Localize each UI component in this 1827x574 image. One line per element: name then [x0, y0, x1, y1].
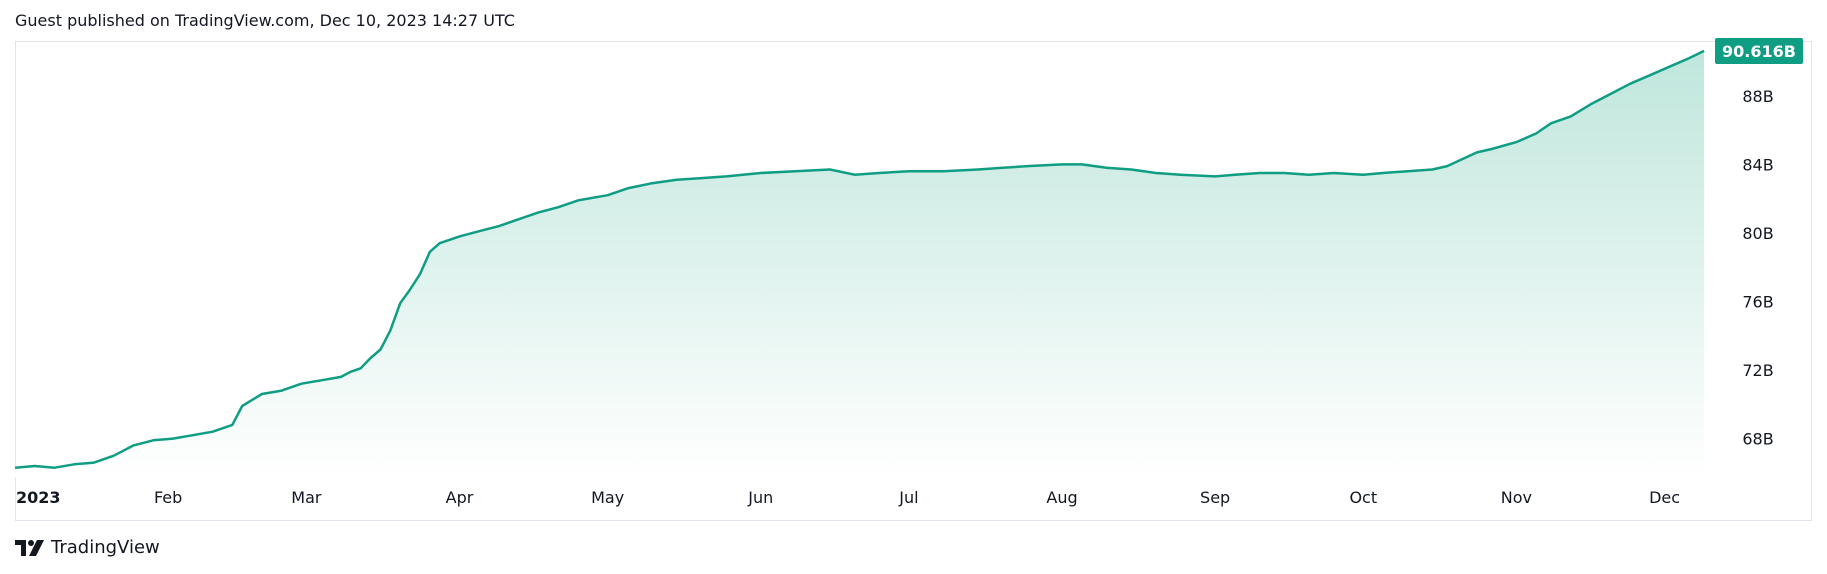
- y-tick-label: 84B: [1742, 155, 1773, 174]
- series-line-layer: [14, 49, 1705, 469]
- x-tick-label: May: [591, 488, 624, 507]
- x-tick-label: Apr: [446, 488, 474, 507]
- x-tick-label: Aug: [1046, 488, 1077, 507]
- tradingview-logo-icon: [15, 539, 44, 556]
- x-axis: 2023 Feb Mar Apr May Jun Jul Aug Sep Oct Nov Dec: [16, 488, 1680, 507]
- chart-frame: [15, 41, 1812, 521]
- x-tick-label: Dec: [1649, 488, 1680, 507]
- x-tick-label: Nov: [1501, 488, 1532, 507]
- x-tick-label: Jul: [898, 488, 918, 507]
- y-tick-label: 80B: [1742, 224, 1773, 243]
- series-line: [14, 49, 1705, 469]
- x-tick-label: Jun: [747, 488, 773, 507]
- y-tick-label: 76B: [1742, 292, 1773, 311]
- x-tick-label: Oct: [1349, 488, 1377, 507]
- x-tick-label: Mar: [291, 488, 322, 507]
- last-price-tag: 90.616B: [1715, 37, 1803, 64]
- tradingview-logo[interactable]: TradingView: [15, 537, 160, 558]
- price-tag-background: [1715, 37, 1803, 64]
- y-axis: 68B 72B 76B 80B 84B 88B: [1742, 87, 1773, 449]
- x-tick-label: Sep: [1200, 488, 1230, 507]
- price-tag-label: 90.616B: [1722, 42, 1796, 61]
- x-tick-label: 2023: [16, 488, 61, 507]
- area-fill: [15, 50, 1705, 479]
- y-tick-label: 72B: [1742, 361, 1773, 380]
- y-tick-label: 88B: [1742, 87, 1773, 106]
- area-fill-layer: [15, 50, 1705, 479]
- chart-caption: Guest published on TradingView.com, Dec …: [15, 11, 515, 30]
- y-tick-label: 68B: [1742, 430, 1773, 449]
- tradingview-brand-text: TradingView: [51, 537, 160, 558]
- x-tick-label: Feb: [154, 488, 182, 507]
